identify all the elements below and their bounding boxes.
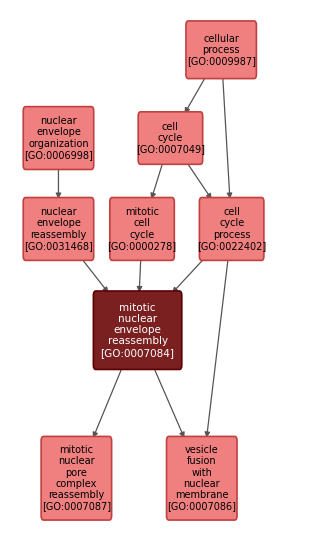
Text: vesicle
fusion
with
nuclear
membrane
[GO:0007086]: vesicle fusion with nuclear membrane [GO… [167,445,236,511]
FancyBboxPatch shape [23,107,94,169]
FancyBboxPatch shape [23,197,94,260]
FancyBboxPatch shape [41,437,112,520]
FancyBboxPatch shape [93,291,182,370]
FancyBboxPatch shape [186,21,256,78]
Text: nuclear
envelope
organization
[GO:0006998]: nuclear envelope organization [GO:000699… [24,116,93,160]
FancyBboxPatch shape [199,197,264,260]
Text: cellular
process
[GO:0009987]: cellular process [GO:0009987] [187,34,256,66]
FancyBboxPatch shape [110,197,174,260]
Text: cell
cycle
[GO:0007049]: cell cycle [GO:0007049] [136,122,205,154]
FancyBboxPatch shape [138,112,203,164]
Text: nuclear
envelope
reassembly
[GO:0031468]: nuclear envelope reassembly [GO:0031468] [24,207,93,250]
Text: mitotic
nuclear
pore
complex
reassembly
[GO:0007087]: mitotic nuclear pore complex reassembly … [42,445,111,511]
FancyBboxPatch shape [167,437,237,520]
Text: mitotic
nuclear
envelope
reassembly
[GO:0007084]: mitotic nuclear envelope reassembly [GO:… [100,303,174,358]
Text: mitotic
cell
cycle
[GO:0000278]: mitotic cell cycle [GO:0000278] [108,207,177,250]
Text: cell
cycle
process
[GO:0022402]: cell cycle process [GO:0022402] [197,207,266,250]
